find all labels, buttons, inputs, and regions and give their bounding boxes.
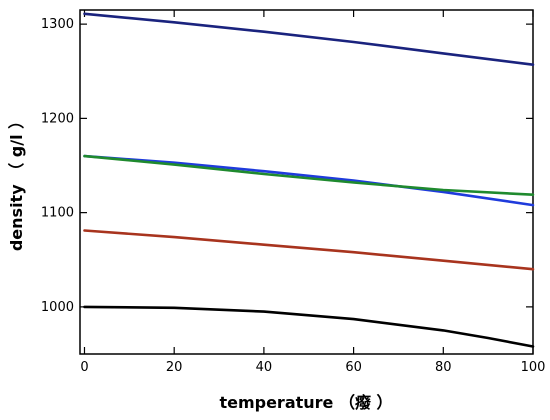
x-tick-label: 80 bbox=[435, 360, 452, 375]
series-line-5 bbox=[83, 305, 535, 348]
x-tick-label: 60 bbox=[345, 360, 362, 375]
series-line-2 bbox=[83, 154, 535, 207]
x-tick-label: 40 bbox=[256, 360, 273, 375]
x-tick-label: 100 bbox=[521, 360, 546, 375]
y-tick-label: 1000 bbox=[41, 300, 74, 315]
y-tick-label: 1300 bbox=[41, 17, 74, 32]
y-tick-label: 1100 bbox=[41, 206, 74, 221]
series-line-4 bbox=[83, 229, 535, 271]
y-tick-label: 1200 bbox=[41, 111, 74, 126]
x-tick-label: 0 bbox=[80, 360, 88, 375]
series-group bbox=[83, 12, 535, 348]
plot-frame bbox=[79, 9, 534, 355]
x-axis-title: temperature （癈 ） bbox=[219, 393, 392, 412]
series-line-1 bbox=[83, 12, 535, 66]
tick-group: 0 20 40 60 80 100 1000 1100 1200 1300 bbox=[41, 10, 546, 375]
y-axis-title: density （ g/l ） bbox=[7, 113, 26, 251]
series-line-3 bbox=[83, 154, 535, 196]
x-tick-label: 20 bbox=[166, 360, 183, 375]
